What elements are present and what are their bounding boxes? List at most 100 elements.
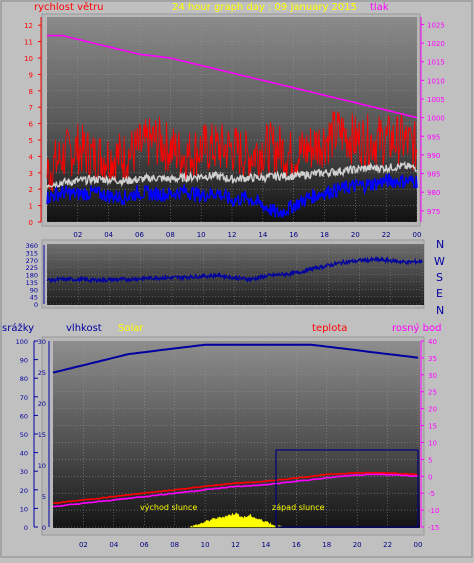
temperature-axis: -15 -10 -5 0 5 10 15 20 25 30 35 40 xyxy=(420,338,439,532)
time-tick-label: 10 xyxy=(197,231,206,239)
rain-axis-tick-label: 40 xyxy=(20,450,28,458)
rain-label: srážky xyxy=(2,322,34,334)
pressure-axis-tick-label: 1010 xyxy=(427,77,445,85)
direction-axis-tick-label: 270 xyxy=(26,257,38,265)
night-period-box xyxy=(275,449,419,528)
pressure-axis-tick-label: 1025 xyxy=(427,21,445,29)
humidity-axis-tick-label: 20 xyxy=(38,400,46,408)
wind-axis-tick-label: 7 xyxy=(29,104,33,112)
time-tick-label: 12 xyxy=(231,541,240,549)
time-tick-label: 00 xyxy=(414,541,423,549)
time-tick-label: 12 xyxy=(228,231,237,239)
wind-axis-tick-label: 9 xyxy=(29,71,33,79)
compass-n-bottom: N xyxy=(436,304,444,317)
rain-axis-tick-label: 100 xyxy=(16,338,28,346)
temp-plot-area xyxy=(53,341,420,528)
temperature-axis-tick-label: 30 xyxy=(428,372,437,380)
direction-series xyxy=(46,255,423,284)
time-tick-label: 18 xyxy=(322,541,331,549)
time-tick-label: 04 xyxy=(104,231,113,239)
series-tlak xyxy=(47,34,418,119)
humidity-axis: 0 5 10 15 20 25 30 xyxy=(38,338,50,532)
direction-axis-tick-label: 360 xyxy=(26,242,38,250)
temp-series xyxy=(52,343,419,528)
series-humidity xyxy=(52,343,419,374)
time-tick-label: 18 xyxy=(320,231,329,239)
compass-n-top: N xyxy=(436,238,444,251)
pressure-axis: 975 980 985 990 995 1000 1005 1010 1015 1020 1025 xyxy=(420,17,445,222)
time-tick-label: 22 xyxy=(383,541,392,549)
dewpoint-label: rosný bod xyxy=(392,322,441,334)
rain-axis-tick-label: 30 xyxy=(20,468,28,476)
direction-axis-tick-label: 90 xyxy=(30,286,38,294)
time-tick-label: 16 xyxy=(289,231,298,239)
rain-axis-tick-label: 90 xyxy=(20,357,28,365)
rain-axis-tick-label: 0 xyxy=(24,524,28,532)
wind-axis-tick-label: 2 xyxy=(29,186,33,194)
temperature-label: teplota xyxy=(312,323,347,334)
time-tick-label: 02 xyxy=(79,541,88,549)
wind-axis-tick-label: 5 xyxy=(29,137,33,145)
wind-series xyxy=(46,34,418,218)
temperature-axis-tick-label: 40 xyxy=(428,338,437,346)
rain-axis-tick-label: 70 xyxy=(20,394,28,402)
pressure-axis-tick-label: 975 xyxy=(427,208,440,216)
time-tick-label: 06 xyxy=(140,541,149,549)
compass-e: E xyxy=(436,287,443,300)
temperature-axis-tick-label: 35 xyxy=(428,355,437,363)
temperature-axis-tick-label: 10 xyxy=(428,439,437,447)
rain-axis-tick-label: 10 xyxy=(20,505,28,513)
compass-s: S xyxy=(436,271,443,284)
compass-w: W xyxy=(434,255,445,268)
humidity-axis-tick-label: 15 xyxy=(38,431,46,439)
pressure-axis-tick-label: 990 xyxy=(427,152,440,160)
time-tick-label: 06 xyxy=(135,231,144,239)
wind-axis-tick-label: 11 xyxy=(24,39,33,47)
pressure-label: tlak xyxy=(370,2,389,13)
series-temperature xyxy=(52,471,419,505)
pressure-axis-tick-label: 980 xyxy=(427,189,440,197)
rain-axis: 0 10 20 30 40 50 60 70 80 90 100 xyxy=(16,338,38,532)
direction-plot-area xyxy=(47,244,424,305)
temperature-axis-tick-label: -10 xyxy=(428,507,439,515)
direction-axis-tick-label: 315 xyxy=(26,249,38,257)
time-tick-label: 16 xyxy=(292,541,301,549)
humidity-axis-tick-label: 5 xyxy=(42,493,46,501)
time-tick-label: 14 xyxy=(258,231,267,239)
temperature-axis-tick-label: -15 xyxy=(428,524,439,532)
wind-axis-tick-label: 8 xyxy=(29,88,33,96)
wind-axis-tick-label: 10 xyxy=(24,55,33,63)
time-tick-label: 02 xyxy=(73,231,82,239)
time-tick-label: 08 xyxy=(166,231,175,239)
direction-axis-tick-label: 45 xyxy=(30,294,38,302)
chart-title: 24 hour graph day : 09 January 2015 xyxy=(172,2,357,13)
pressure-axis-tick-label: 1005 xyxy=(427,96,445,104)
time-tick-label: 20 xyxy=(353,541,362,549)
rain-axis-tick-label: 20 xyxy=(20,487,28,495)
humidity-axis-tick-label: 25 xyxy=(38,369,46,377)
humidity-label: vlhkost xyxy=(66,323,102,334)
temperature-axis-tick-label: 20 xyxy=(428,406,437,414)
wind-speed-label: rychlost větru xyxy=(34,1,104,13)
time-tick-label: 04 xyxy=(109,541,118,549)
time-tick-label: 00 xyxy=(413,231,422,239)
humidity-axis-tick-label: 30 xyxy=(38,338,46,346)
series-dewpoint xyxy=(52,473,419,508)
series-wind-direction xyxy=(46,255,423,284)
solar-label: Solar xyxy=(118,323,144,334)
pressure-axis-tick-label: 985 xyxy=(427,171,440,179)
wind-axis-tick-label: 12 xyxy=(24,22,33,30)
wind-axis-tick-label: 0 xyxy=(29,219,33,227)
time-tick-label: 20 xyxy=(351,231,360,239)
wind-time-axis: 02 04 06 08 10 12 14 16 18 20 22 00 xyxy=(73,231,421,239)
series-solar xyxy=(189,512,282,528)
time-tick-label: 14 xyxy=(261,541,270,549)
direction-axis-tick-label: 135 xyxy=(26,279,38,287)
temperature-axis-tick-label: 15 xyxy=(428,423,437,431)
temperature-axis-tick-label: 5 xyxy=(428,456,432,464)
